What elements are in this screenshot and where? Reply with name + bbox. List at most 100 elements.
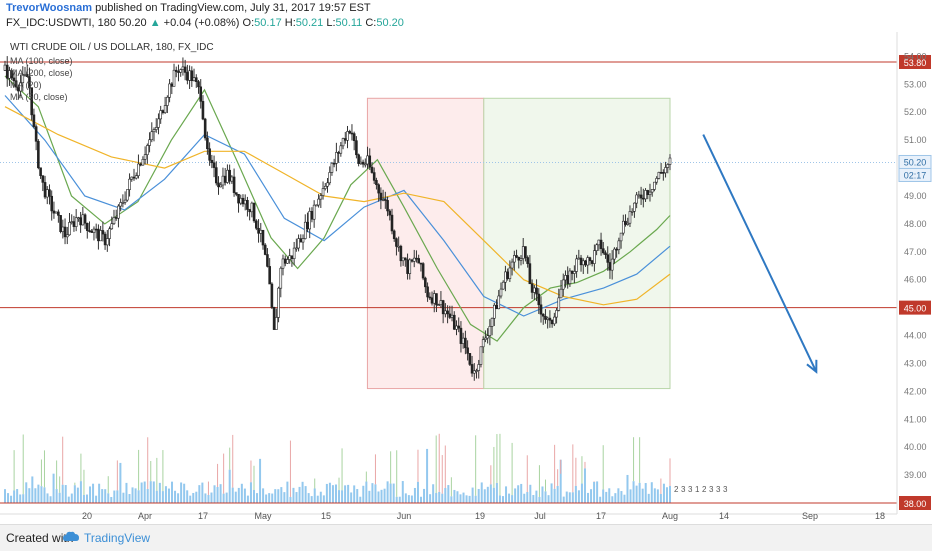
candle-body [404,257,407,261]
volume-bar [89,486,92,503]
legend-entry: MA (200, close) [10,68,73,78]
volume-bar [520,483,523,503]
candle-body [508,267,512,279]
candle-body [599,239,603,249]
candle-body [174,69,178,72]
x-axis-tick-label: 17 [198,511,208,521]
candle-body [79,217,82,226]
candle-body [642,197,645,200]
volume-bar [662,483,665,503]
candle-body [132,176,136,179]
candle-body [297,238,300,249]
volume-bar [183,483,186,503]
volume-bar [25,482,28,503]
candle-body [281,258,285,269]
volume-bar [134,488,137,503]
candle-body [593,250,596,264]
candle-body [21,74,25,84]
candle-body [295,247,298,250]
candle-body [430,297,434,304]
candle-body [584,260,587,266]
volume-bar [392,483,395,503]
candle-body [41,175,45,183]
y-axis-tick-label: 52.00 [904,107,927,117]
y-axis-tick-label: 46.00 [904,275,927,285]
volume-bar [553,488,556,503]
volume-bar [650,482,653,503]
volume-bar [341,490,344,503]
volume-bar [116,490,119,503]
volume-bar [243,488,246,503]
legend-entry: MA (50, close) [10,92,68,102]
volume-bar [659,494,662,503]
candle-body [397,245,400,248]
candle-body [504,271,507,283]
candle-body [28,76,31,89]
candle-body [364,163,367,166]
candle-body [444,310,447,315]
candle-body [77,217,80,219]
volume-bar [277,489,280,503]
candle-body [646,190,650,196]
candle-body [468,353,472,365]
candle-body [519,258,523,261]
volume-bar [292,487,295,503]
candle-body [3,64,7,71]
candle-body [550,319,554,325]
candle-body [81,214,85,226]
y-axis-tick-label: 40.00 [904,442,927,452]
candle-body [441,300,445,315]
projection-arrow-head [806,359,818,374]
candle-body [575,258,578,272]
candle-body [263,244,267,255]
candle-body [621,220,625,234]
candle-body [555,310,558,318]
candle-body [426,286,429,298]
candle-body [97,228,100,242]
volume-bar [161,491,164,503]
volume-bar [143,481,146,503]
candle-body [586,257,590,266]
event-label: 1 [695,485,700,494]
x-axis-tick-label: 18 [875,511,885,521]
candle-body [557,297,561,311]
volume-bar [55,489,58,503]
volume-bar [571,492,574,503]
volume-bar [517,485,520,503]
volume-bar [508,493,511,503]
volume-bar [231,487,234,503]
candle-body [235,192,238,195]
volume-bar [125,482,128,503]
candle-body [541,313,545,317]
candle-body [399,245,403,262]
volume-bar [92,483,95,503]
candle-body [648,191,652,196]
volume-bar [468,495,471,503]
candle-body [619,232,623,242]
candle-body [219,184,223,188]
candle-body [484,337,487,340]
candle-body [384,199,387,201]
moving-average-line [4,106,671,306]
volume-bar [286,481,289,503]
volume-bar [453,489,456,503]
volume-bar [164,486,167,503]
tradingview-brand-link[interactable]: TradingView [84,531,151,545]
candle-body [292,247,296,259]
volume-bar [325,483,328,503]
volume-bar [556,485,559,503]
candle-body [499,288,503,297]
candle-body [310,210,314,220]
candle-body [590,260,594,264]
volume-bar [480,482,483,503]
candle-body [239,197,243,204]
tradingview-cloud-icon [62,530,80,547]
candle-body [45,189,49,198]
volume-bar [602,489,605,503]
volume-bar [638,482,641,503]
candle-body [14,80,18,88]
x-axis-tick-label: 15 [321,511,331,521]
countdown-tag [898,167,932,182]
author-name[interactable]: TrevorWoosnam [6,2,92,14]
